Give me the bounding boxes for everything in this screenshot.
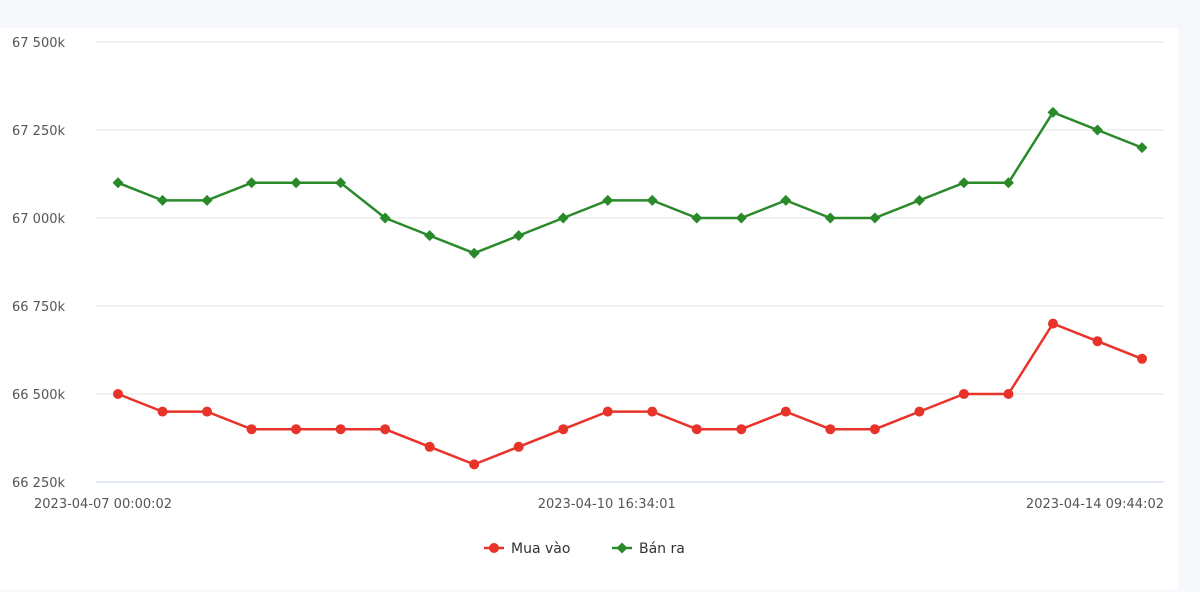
price-line-chart: 67 500k 67 250k 67 000k 66 750k 66 500k 66 25… xyxy=(12,36,1164,557)
data-point[interactable] xyxy=(647,406,658,417)
data-point[interactable] xyxy=(112,177,124,189)
data-point[interactable] xyxy=(424,441,435,452)
y-tick-label: 66 500k xyxy=(12,388,65,403)
legend-marker xyxy=(616,542,628,554)
data-point[interactable] xyxy=(1003,389,1014,399)
data-point[interactable] xyxy=(380,424,391,435)
data-point[interactable] xyxy=(1047,318,1058,329)
data-point[interactable] xyxy=(780,406,791,417)
data-point[interactable] xyxy=(691,424,702,435)
series-line xyxy=(117,111,1143,255)
data-point[interactable] xyxy=(646,194,658,206)
data-point[interactable] xyxy=(1136,142,1148,154)
data-point[interactable] xyxy=(513,441,524,452)
y-axis-tick-labels: 67 500k 67 250k 67 000k 66 750k 66 500k 66 25… xyxy=(12,36,65,491)
legend-item-ban-ra[interactable]: Bán ra xyxy=(612,541,685,557)
data-point[interactable] xyxy=(1091,124,1103,136)
series-ban-ra xyxy=(112,106,1148,259)
chart-card: 67 500k 67 250k 67 000k 66 750k 66 500k 66 25… xyxy=(0,28,1178,590)
data-point[interactable] xyxy=(1137,353,1147,364)
data-point[interactable] xyxy=(558,424,569,435)
y-tick-label: 67 250k xyxy=(12,124,65,139)
y-tick-label: 67 500k xyxy=(12,36,65,51)
legend-item-mua-vao[interactable]: Mua vào xyxy=(484,541,570,557)
data-point[interactable] xyxy=(780,194,792,206)
data-point[interactable] xyxy=(958,389,969,399)
data-point[interactable] xyxy=(1092,336,1103,347)
y-tick-label: 66 250k xyxy=(12,476,65,491)
grid-lines xyxy=(96,41,1164,483)
data-point[interactable] xyxy=(335,177,347,189)
data-point[interactable] xyxy=(1002,177,1014,189)
legend[interactable]: Mua vào Bán ra xyxy=(484,541,685,557)
data-point[interactable] xyxy=(291,424,302,435)
series-line xyxy=(117,322,1143,466)
data-point[interactable] xyxy=(824,212,836,224)
data-point[interactable] xyxy=(246,177,258,189)
data-point[interactable] xyxy=(1047,106,1059,118)
data-point[interactable] xyxy=(157,194,169,206)
data-point[interactable] xyxy=(869,424,880,435)
data-point[interactable] xyxy=(202,406,213,417)
data-point[interactable] xyxy=(735,212,747,224)
data-point[interactable] xyxy=(513,230,525,242)
data-point[interactable] xyxy=(379,212,391,224)
legend-marker xyxy=(489,543,499,553)
x-axis-tick-labels: 2023-04-07 00:00:02 2023-04-10 16:34:01 20… xyxy=(34,497,1164,512)
series-lines xyxy=(112,106,1148,470)
data-point[interactable] xyxy=(468,247,480,259)
data-point[interactable] xyxy=(958,177,970,189)
x-tick-label: 2023-04-14 09:44:02 xyxy=(1026,497,1164,512)
legend-label: Mua vào xyxy=(511,541,570,557)
data-point[interactable] xyxy=(602,194,614,206)
data-point[interactable] xyxy=(825,424,836,435)
y-tick-label: 67 000k xyxy=(12,212,65,227)
data-point[interactable] xyxy=(113,389,123,399)
data-point[interactable] xyxy=(914,406,925,417)
y-tick-label: 66 750k xyxy=(12,300,65,315)
series-mua-vao xyxy=(113,318,1147,470)
data-point[interactable] xyxy=(736,424,747,435)
data-point[interactable] xyxy=(691,212,703,224)
data-point[interactable] xyxy=(201,194,213,206)
data-point[interactable] xyxy=(557,212,569,224)
data-point[interactable] xyxy=(869,212,881,224)
data-point[interactable] xyxy=(246,424,257,435)
data-point[interactable] xyxy=(157,406,168,417)
data-point[interactable] xyxy=(913,194,925,206)
data-point[interactable] xyxy=(602,406,613,417)
data-point[interactable] xyxy=(424,230,436,242)
x-tick-label: 2023-04-07 00:00:02 xyxy=(34,497,172,512)
data-point[interactable] xyxy=(469,459,480,470)
legend-label: Bán ra xyxy=(639,541,685,557)
x-tick-label: 2023-04-10 16:34:01 xyxy=(538,497,676,512)
data-point[interactable] xyxy=(290,177,302,189)
data-point[interactable] xyxy=(335,424,346,435)
